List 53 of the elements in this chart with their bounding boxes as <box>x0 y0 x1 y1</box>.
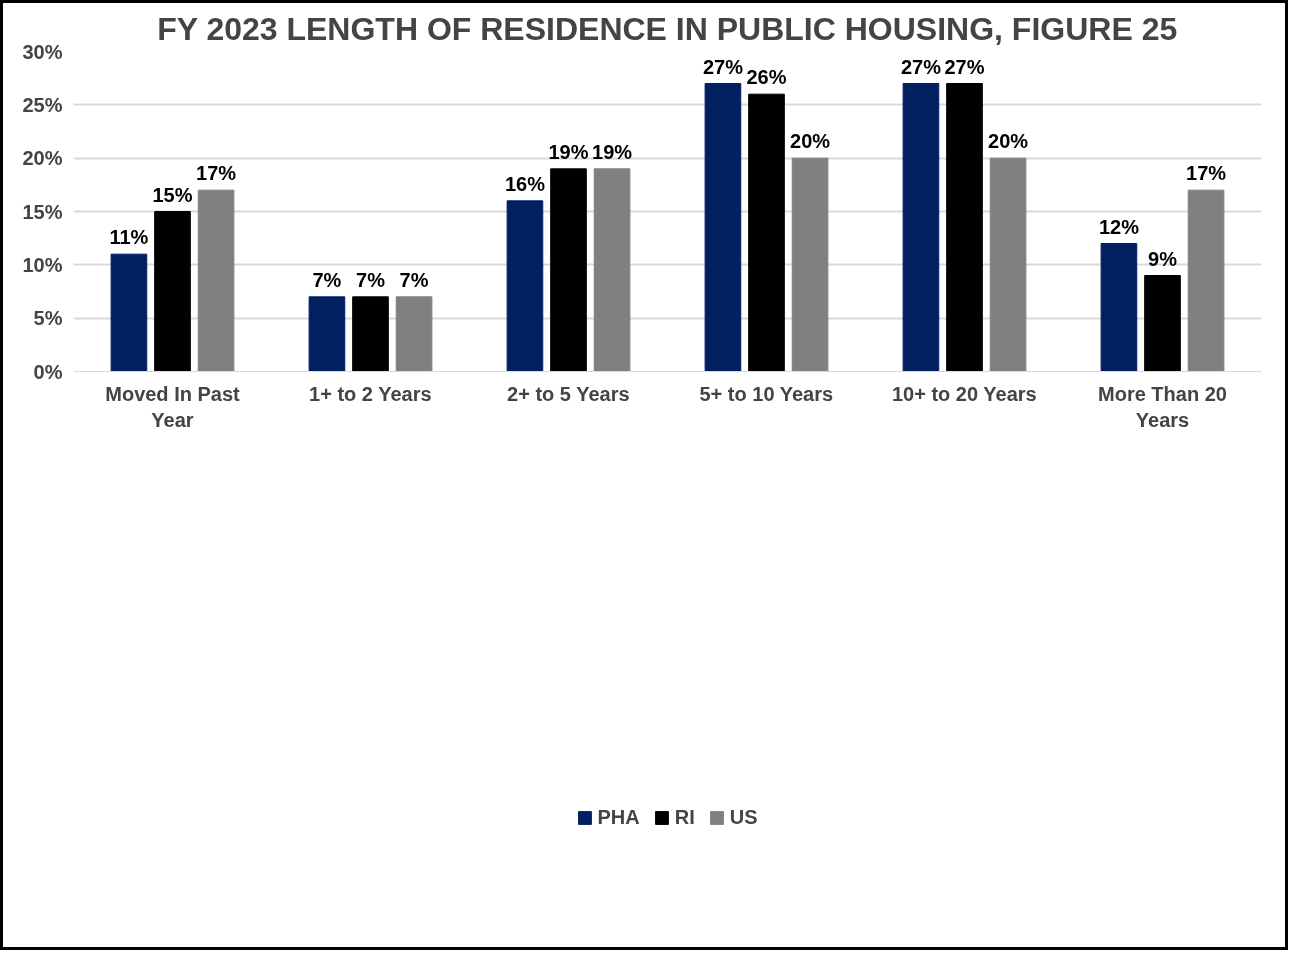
y-tick-label: 5% <box>33 307 63 330</box>
x-tick-label: Moved In Past Year <box>105 382 241 431</box>
bar <box>154 211 191 372</box>
x-tick-label: 2+ to 5 Years <box>507 382 630 405</box>
bar <box>902 83 940 372</box>
data-label: 7% <box>312 268 342 291</box>
bar <box>593 168 631 372</box>
data-label: 20% <box>988 130 1029 153</box>
y-tick-label: 25% <box>22 93 63 116</box>
y-tick-label: 0% <box>33 360 63 383</box>
data-label: 19% <box>592 140 633 163</box>
data-label: 27% <box>702 55 744 78</box>
data-label: 17% <box>1186 162 1227 185</box>
data-label: 16% <box>504 172 546 195</box>
bar <box>704 83 742 372</box>
x-tick-label: 5+ to 10 Years <box>699 382 834 405</box>
legend-label: RI <box>674 805 695 829</box>
legend-label: PHA <box>597 805 640 829</box>
data-label: 15% <box>152 183 193 206</box>
data-label: 27% <box>944 55 985 78</box>
bar <box>946 83 983 372</box>
bar <box>1187 189 1225 372</box>
data-label: 7% <box>356 268 386 291</box>
data-label: 17% <box>196 162 237 185</box>
x-tick-label: 10+ to 20 Years <box>891 382 1037 405</box>
y-tick-label: 15% <box>22 200 63 223</box>
data-label: 26% <box>746 66 787 89</box>
bar <box>989 157 1027 372</box>
chart-title: FY 2023 LENGTH OF RESIDENCE IN PUBLIC HOUSING, FIGURE 25 <box>157 10 1178 47</box>
bar <box>1144 275 1181 372</box>
bar <box>110 253 148 372</box>
data-label: 7% <box>399 268 429 291</box>
bar <box>308 296 346 372</box>
data-label: 11% <box>109 226 149 249</box>
bar <box>550 168 587 372</box>
bar <box>1100 243 1138 372</box>
bar <box>506 200 544 372</box>
bar <box>352 296 389 372</box>
data-label: 19% <box>548 140 589 163</box>
x-tick-label: 1+ to 2 Years <box>309 382 432 405</box>
bar <box>395 296 433 372</box>
data-label: 12% <box>1098 215 1140 238</box>
legend-label: US <box>729 805 758 829</box>
y-tick-label: 30% <box>22 40 63 63</box>
bar <box>748 93 785 372</box>
data-label: 9% <box>1148 247 1178 270</box>
x-tick-label: More Than 20 Years <box>1098 382 1227 431</box>
bar <box>791 157 829 372</box>
bar <box>197 189 235 372</box>
data-label: 20% <box>790 130 831 153</box>
data-label: 27% <box>900 55 942 78</box>
y-tick-label: 10% <box>22 253 63 276</box>
y-tick-label: 20% <box>22 147 63 170</box>
